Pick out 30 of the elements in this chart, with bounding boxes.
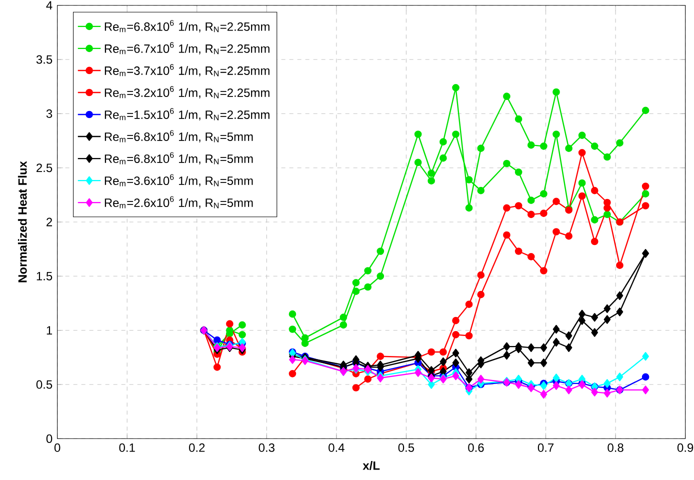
y-axis-title: Normalized Heat Flux (18, 161, 27, 282)
y-tick-label: 2 (46, 218, 52, 226)
legend-label: Re$_{m}$=2.6x10$^{6}$ 1/m, R$_{N}$=5mm (104, 196, 253, 208)
x-tick-label: 0.6 (468, 443, 484, 452)
legend-label: Re$_{m}$=6.8x10$^{6}$ 1/m, R$_{N}$=5mm (104, 152, 253, 164)
y-tick-label: 4 (46, 1, 52, 10)
x-tick-label: 0.9 (677, 443, 694, 452)
legend-label: Re$_{m}$=6.7x10$^{6}$ 1/m, R$_{N}$=2.25mm (104, 42, 270, 54)
legend-label: Re$_{m}$=6.8x10$^{6}$ 1/m, R$_{N}$=5mm (104, 130, 253, 142)
x-tick-label: 0.5 (398, 443, 414, 452)
y-tick-label: 0 (46, 434, 52, 443)
x-tick-label: 0.2 (189, 443, 205, 452)
y-tick-label: 1 (46, 326, 52, 334)
legend-label: Re$_{m}$=6.8x10$^{6}$ 1/m, R$_{N}$=2.25mm (104, 20, 270, 32)
x-tick-label: 0.8 (608, 443, 624, 452)
x-tick-label: 0.3 (258, 443, 274, 452)
legend-label: Re$_{m}$=1.5x10$^{6}$ 1/m, R$_{N}$=2.25mm (104, 108, 270, 120)
legend-label: Re$_{m}$=3.2x10$^{6}$ 1/m, R$_{N}$=2.25mm (104, 86, 270, 98)
x-tick-label: 0.1 (119, 443, 135, 452)
x-axis-title: x/L (362, 461, 380, 470)
y-tick-label: 1.5 (36, 272, 52, 280)
x-tick-label: 0.4 (328, 443, 344, 452)
x-tick-label: 0 (54, 443, 60, 452)
y-tick-label: 3 (46, 109, 52, 118)
legend-label: Re$_{m}$=3.7x10$^{6}$ 1/m, R$_{N}$=2.25mm (104, 64, 270, 76)
y-tick-label: 2.5 (36, 164, 52, 172)
x-tick-label: 0.7 (538, 443, 554, 452)
y-tick-label: 3.5 (36, 55, 52, 64)
legend-label: Re$_{m}$=3.6x10$^{6}$ 1/m, R$_{N}$=5mm (104, 174, 253, 186)
y-tick-label: 0.5 (36, 380, 52, 389)
